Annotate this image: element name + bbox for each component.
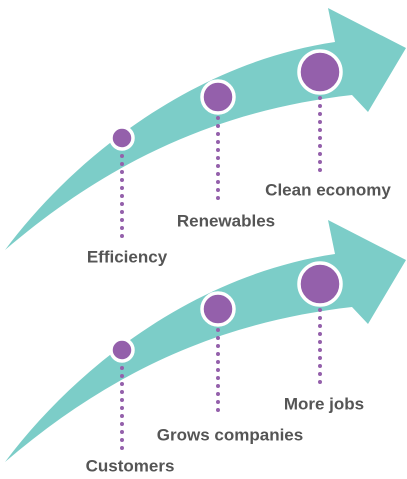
arrow-group: Efficiency Renewables Clean economy	[5, 8, 406, 266]
step-label: Renewables	[177, 211, 275, 230]
milestone	[200, 79, 236, 115]
milestone	[297, 261, 343, 307]
milestone	[109, 125, 135, 151]
step-label: Customers	[86, 456, 175, 475]
step-label: Efficiency	[87, 247, 168, 266]
milestone	[200, 291, 236, 327]
step-label: Grows companies	[157, 425, 303, 444]
step-label: More jobs	[284, 394, 364, 413]
milestone	[297, 49, 343, 95]
arrow-group: Customers Grows companies More jobs	[5, 220, 406, 475]
milestone	[109, 337, 135, 363]
step-label: Clean economy	[265, 180, 391, 199]
